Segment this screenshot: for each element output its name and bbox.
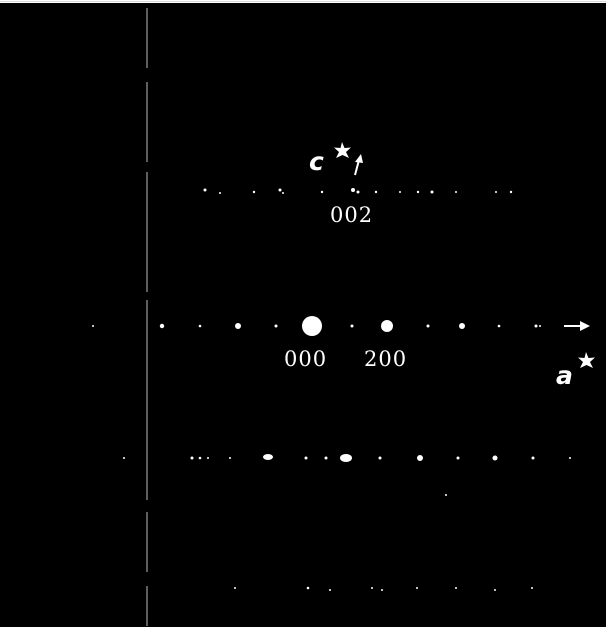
diffraction-spot [417,455,423,461]
diffraction-spot [203,188,207,192]
diffraction-spot [531,587,533,589]
diffraction-spot [455,587,457,589]
diffraction-spot [497,324,501,328]
diffraction-spot [445,494,447,496]
diffraction-spot [340,454,352,462]
diffraction-spots [92,188,571,591]
diffraction-spot [304,456,308,460]
diffraction-spot [534,324,538,328]
c-star-mark [334,142,351,158]
a-star-arrow [564,321,590,331]
diffraction-spot [263,454,273,460]
diffraction-spot [123,457,125,459]
diffraction-spot [492,455,498,461]
diffraction-spot [278,188,282,192]
c-star-arrow [354,154,363,176]
spot-200 [381,320,393,332]
diffraction-spot [324,456,328,460]
diffraction-spot [426,324,430,328]
diffraction-spot [430,190,434,194]
diffraction-spot [455,191,457,193]
diffraction-spot [282,192,284,194]
diffraction-spot [399,191,401,193]
diffraction-spot [569,457,571,459]
diffraction-spot [531,456,535,460]
diffraction-spot [274,324,278,328]
diffraction-spot [320,190,324,194]
diffraction-spot [207,457,209,459]
diffraction-spot [159,323,165,329]
diffraction-spot [356,190,360,194]
pattern-background [0,3,606,627]
diffraction-spot [190,456,194,460]
label-200: 200 [364,347,407,371]
a-star-label: a [556,361,573,390]
spot-000 [302,316,322,336]
diffraction-spot [509,190,513,194]
diffraction-spot [92,325,94,327]
diffraction-spot [351,188,355,192]
diffraction-spot [219,192,221,194]
diffraction-spot [378,456,382,460]
diffraction-spot [350,324,354,328]
diffraction-spot [235,323,241,329]
diffraction-spot [329,589,331,591]
label-002: 002 [330,203,373,227]
diffraction-spot [234,587,236,589]
diffraction-spot [539,325,541,327]
diffraction-spot [459,323,465,329]
diffraction-spot [416,587,418,589]
a-star-mark [578,352,595,368]
c-star-label: c [309,147,324,176]
diffraction-spot [252,190,256,194]
diffraction-spot [229,457,231,459]
diffraction-spot [306,586,310,590]
diffraction-spot [495,191,497,193]
diffraction-spot [374,190,378,194]
diffraction-spot [416,190,420,194]
diffraction-spot [371,587,373,589]
diffraction-spot [456,456,460,460]
diffraction-spot [381,589,383,591]
diffraction-spot [494,589,496,591]
label-000: 000 [284,347,327,371]
diffraction-spot [198,456,202,460]
diffraction-spot [198,324,202,328]
